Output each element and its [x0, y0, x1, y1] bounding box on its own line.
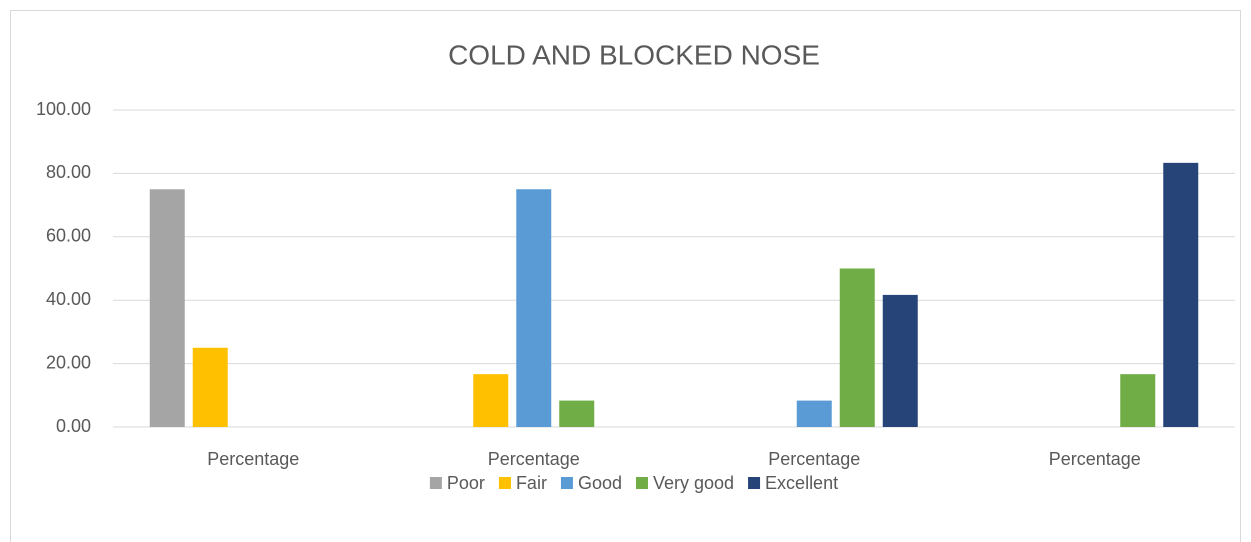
legend-swatch	[498, 477, 511, 489]
bar	[1163, 162, 1199, 427]
y-tick-label: 20.00	[46, 352, 91, 372]
legend-swatch	[748, 477, 761, 489]
bar	[882, 294, 918, 427]
legend-label: Excellent	[765, 473, 838, 493]
bar	[839, 268, 875, 427]
chart-border	[10, 10, 1241, 542]
y-tick-label: 80.00	[46, 162, 91, 182]
bar	[1120, 374, 1156, 427]
legend-swatch	[635, 477, 648, 489]
legend-swatch	[429, 477, 442, 489]
x-tick-label: Percentage	[207, 449, 299, 469]
bar	[516, 189, 552, 427]
y-tick-label: 0.00	[56, 416, 91, 436]
legend-label: Poor	[447, 473, 485, 493]
legend-swatch	[560, 477, 573, 489]
y-tick-label: 100.00	[36, 99, 91, 119]
chart-title: COLD AND BLOCKED NOSE	[448, 39, 820, 70]
bar	[796, 400, 832, 427]
x-tick-label: Percentage	[488, 449, 580, 469]
legend-label: Very good	[653, 473, 734, 493]
y-tick-label: 60.00	[46, 226, 91, 246]
bar	[192, 347, 228, 427]
x-tick-label: Percentage	[768, 449, 860, 469]
bar	[149, 189, 185, 427]
legend-label: Good	[578, 473, 622, 493]
bar	[473, 374, 509, 427]
legend-label: Fair	[516, 473, 547, 493]
y-tick-label: 40.00	[46, 289, 91, 309]
bar	[559, 400, 595, 427]
x-tick-label: Percentage	[1049, 449, 1141, 469]
